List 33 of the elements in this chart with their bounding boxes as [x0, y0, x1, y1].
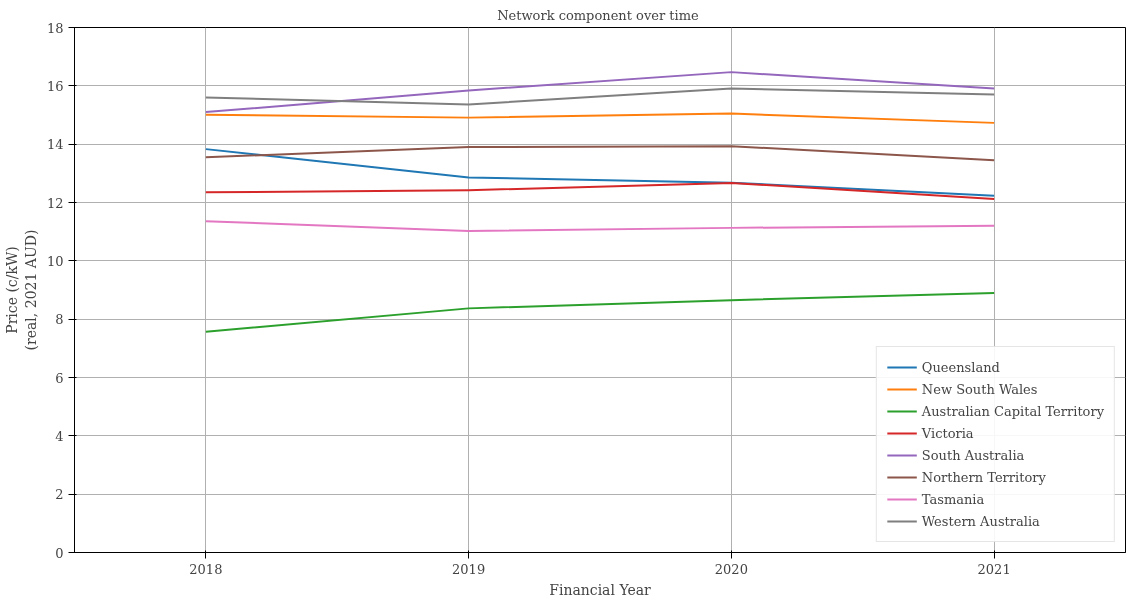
y-tick-label: 16 [46, 78, 64, 94]
line-series [204, 71, 996, 114]
y-tick-label: 12 [46, 195, 64, 211]
line-series [204, 148, 996, 197]
x-tick-label: 2018 [189, 561, 223, 577]
line-series [204, 112, 996, 124]
y-tick-label: 10 [46, 253, 64, 269]
line-series [204, 220, 996, 233]
legend-label: New South Wales [921, 381, 1038, 397]
line-series [204, 87, 996, 106]
chart-title: Network component over time [497, 7, 699, 23]
legend-label: Northern Territory [921, 469, 1046, 485]
y-axis-title: Price (c/kW) (real, 2021 AUD) [3, 229, 39, 351]
y-tick-label: 8 [55, 312, 64, 328]
legend-label: Australian Capital Territory [921, 403, 1104, 419]
legend-label: Western Australia [921, 513, 1040, 529]
y-tick-label: 6 [55, 370, 64, 386]
legend-label: South Australia [921, 447, 1025, 463]
y-tick-label: 0 [55, 545, 64, 561]
line-series [204, 291, 996, 333]
line-series [204, 181, 996, 200]
y-tick-label: 14 [46, 137, 64, 153]
y-tick-label: 2 [55, 487, 64, 503]
legend-label: Tasmania [921, 491, 985, 507]
line-series [204, 145, 996, 162]
x-tick-label: 2019 [452, 561, 486, 577]
legend-label: Victoria [921, 425, 974, 441]
x-tick-label: 2020 [714, 561, 748, 577]
y-tick-label: 18 [46, 20, 64, 36]
x-axis-title: Financial Year [549, 581, 652, 598]
legend-label: Queensland [921, 359, 1000, 375]
x-tick-label: 2021 [977, 561, 1011, 577]
y-tick-label: 4 [55, 428, 64, 444]
